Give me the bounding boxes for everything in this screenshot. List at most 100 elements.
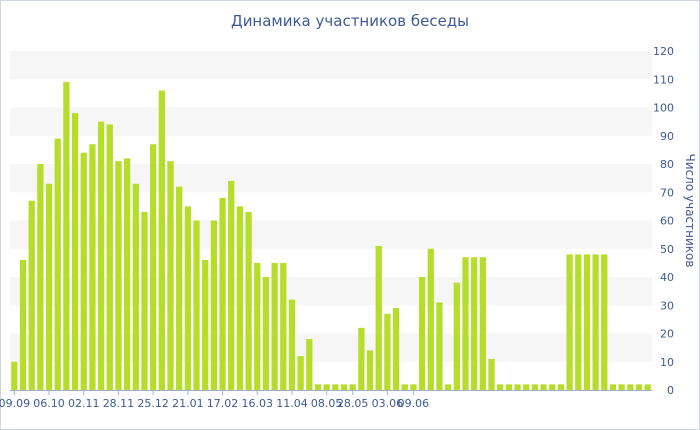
bar: [262, 277, 270, 390]
y-tick-label: 30: [660, 299, 674, 312]
grid-band: [10, 333, 652, 362]
bar: [54, 138, 61, 390]
y-tick-label: 90: [660, 130, 674, 143]
bar: [575, 254, 582, 390]
bar: [497, 384, 504, 390]
bar: [228, 180, 235, 390]
bar: [332, 384, 339, 390]
bar: [167, 161, 174, 390]
bar: [219, 197, 226, 390]
bar: [19, 260, 27, 390]
bar: [627, 384, 634, 390]
bar: [271, 262, 278, 391]
x-tick-label: 16.03: [242, 397, 274, 410]
bar: [124, 158, 131, 390]
bar: [89, 144, 96, 390]
bar: [384, 313, 391, 390]
bar: [601, 254, 608, 390]
bar: [392, 308, 400, 390]
bar: [557, 384, 565, 390]
y-tick-label: 80: [660, 158, 674, 171]
y-axis-title: Число участников: [683, 154, 697, 268]
y-tick-label: 70: [660, 186, 674, 199]
x-tick-label: 02.11: [68, 397, 100, 410]
bar: [523, 384, 530, 390]
y-tick-label: 100: [653, 102, 674, 115]
bar: [540, 384, 547, 390]
bar: [418, 277, 426, 390]
bar: [618, 384, 625, 390]
bar: [531, 384, 539, 390]
bar: [37, 164, 44, 390]
y-tick-label: 40: [660, 271, 674, 284]
bar: [150, 144, 157, 390]
bar: [288, 299, 296, 390]
bar: [349, 384, 356, 390]
bar: [158, 90, 165, 391]
x-tick-label: 09.06: [398, 397, 430, 410]
bar: [583, 254, 591, 390]
bar: [479, 257, 486, 390]
bar: [115, 161, 122, 390]
bar: [635, 384, 643, 390]
grid-band: [10, 164, 652, 193]
bar: [505, 384, 512, 390]
grid-bands: [10, 51, 652, 362]
bar: [28, 200, 35, 390]
grid-band: [10, 277, 652, 306]
x-axis-ticks: 09.09 06.10 02.11 28.11 25.12 21.01 17.02 16.03…: [0, 390, 429, 410]
bar: [141, 212, 148, 390]
x-tick-label: 11.04: [276, 397, 308, 410]
bar: [375, 245, 382, 390]
bar: [514, 384, 521, 390]
x-tick-label: 08.05: [311, 397, 343, 410]
bar: [436, 302, 443, 390]
bar: [592, 254, 599, 390]
y-tick-label: 120: [653, 45, 674, 58]
bar: [566, 254, 573, 390]
bar: [202, 260, 209, 390]
bar: [210, 220, 218, 390]
bar: [11, 361, 18, 390]
bar: [314, 384, 322, 390]
bar: [445, 384, 452, 390]
x-tick-label: 28.05: [337, 397, 369, 410]
bar: [80, 152, 87, 390]
bars: [11, 82, 651, 391]
bar: [71, 113, 79, 391]
y-tick-label: 50: [660, 243, 674, 256]
bar: [323, 384, 330, 390]
bar: [45, 183, 53, 390]
bar: [132, 183, 139, 390]
x-tick-label: 25.12: [137, 397, 169, 410]
bar: [609, 384, 617, 390]
bar: [488, 358, 495, 390]
x-tick-label: 09.09: [0, 397, 30, 410]
bar: [366, 350, 374, 390]
y-tick-label: 60: [660, 215, 674, 228]
bar: [462, 257, 469, 390]
grid-band: [10, 220, 652, 249]
bar: [97, 121, 105, 391]
bar: [184, 206, 191, 391]
bar: [453, 282, 460, 390]
x-tick-label: 21.01: [172, 397, 204, 410]
bar: [193, 220, 200, 390]
bar: [106, 124, 113, 390]
bar: [358, 327, 365, 390]
bar: [644, 384, 651, 390]
bar: [254, 262, 261, 391]
chart-title: Динамика участников беседы: [230, 12, 470, 30]
y-tick-label: 110: [653, 73, 674, 86]
y-tick-label: 10: [660, 356, 674, 369]
grid-band: [10, 51, 652, 80]
bar: [297, 356, 304, 390]
grid-band: [10, 107, 652, 136]
bar: [176, 186, 183, 390]
y-tick-label: 0: [667, 384, 674, 397]
bar: [236, 206, 244, 391]
bar: [471, 257, 478, 390]
bar: [340, 384, 348, 390]
bar: [245, 212, 252, 390]
